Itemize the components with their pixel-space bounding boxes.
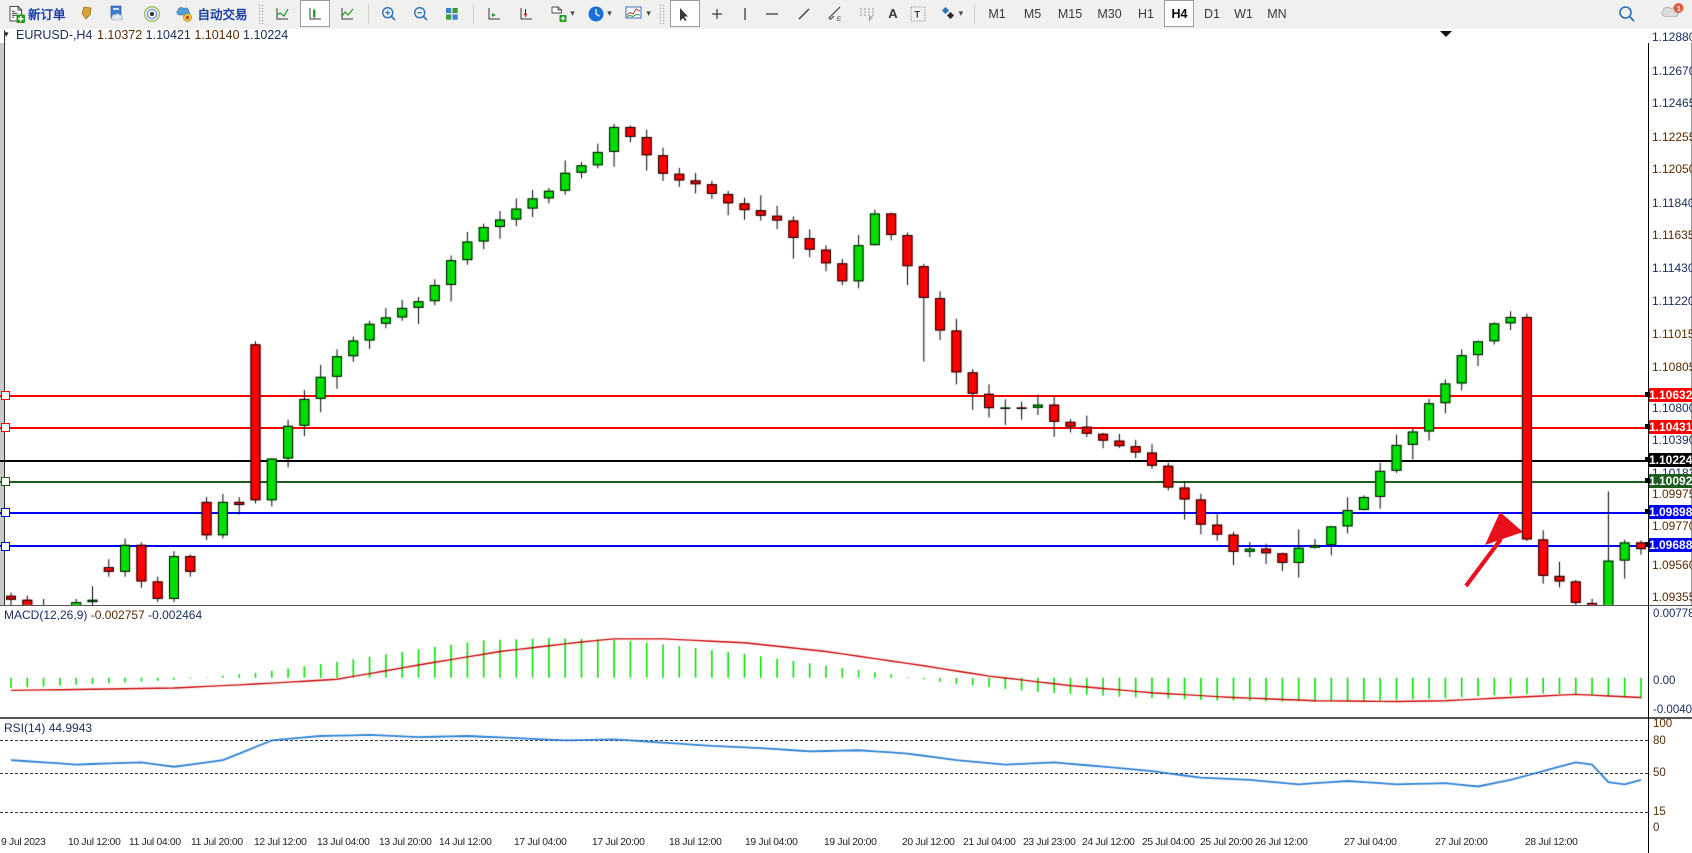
svg-text:E: E (837, 17, 841, 23)
svg-text:T: T (915, 9, 921, 19)
svg-text:1: 1 (1677, 4, 1681, 13)
svg-text:F: F (869, 17, 873, 23)
